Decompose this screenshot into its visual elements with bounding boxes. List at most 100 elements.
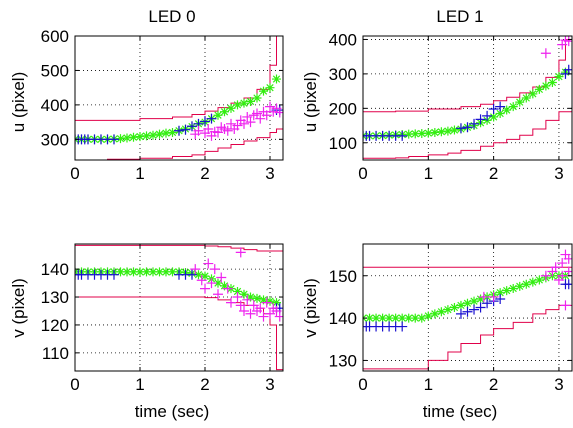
bound-line [363,106,572,159]
y-tick-label: 150 [329,267,357,286]
star-marker [194,270,203,280]
star-marker [122,267,132,277]
star-marker [404,129,414,139]
plus-marker [242,294,253,305]
star-marker [489,112,499,122]
title-led1: LED 1 [436,7,483,26]
plus-marker [397,130,408,141]
star-marker [456,300,466,310]
x-tick-label: 1 [135,164,144,183]
plot-series [75,244,283,371]
star-marker [239,289,249,299]
xlabel-led1: time (sec) [423,402,498,421]
x-tick-label: 1 [424,164,433,183]
star-marker [495,288,505,298]
star-marker [233,100,242,110]
ylabel-led0-v: v (pixel) [9,278,28,338]
plus-marker [462,306,473,317]
plus-marker [478,291,489,302]
star-marker [116,267,125,277]
plus-marker [242,111,253,122]
x-tick-label: 0 [70,375,79,394]
bound-line [75,296,283,371]
plus-marker [482,298,493,309]
plus-marker [560,300,571,311]
xlabel-led0: time (sec) [135,402,210,421]
axes-frame [74,243,284,372]
star-marker [135,267,145,277]
star-marker [417,313,427,323]
y-tick-label: 600 [41,27,69,46]
plus-marker [203,124,214,134]
grid [362,244,572,371]
star-marker [502,286,512,296]
star-marker [168,267,177,277]
plus-marker [187,269,197,280]
x-tick-label: 2 [200,375,209,394]
plot-series [363,36,572,159]
plus-marker [488,104,499,115]
plus-marker [109,269,119,280]
x-tick-label: 2 [200,164,209,183]
plus-marker [200,116,210,127]
star-marker [410,313,420,323]
star-marker [168,127,177,137]
star-marker [508,283,518,293]
star-marker [239,98,249,108]
star-marker [534,84,544,94]
star-marker [213,278,223,288]
star-marker [161,128,171,138]
x-tick-label: 0 [70,164,79,183]
tick-labels: 0 1 2 3 130 140 150 [329,244,572,394]
plus-marker [540,48,551,59]
panel-led0-u: LED 0 u (pixel) 0 1 2 3 300 400 500 600 [9,7,284,183]
y-tick-label: 120 [41,316,69,335]
tick-labels: 0 1 2 3 110 120 130 140 [41,244,283,394]
star-marker [148,130,158,140]
star-marker [541,81,551,91]
tick-labels: 0 1 2 3 100 200 300 400 [329,30,572,183]
star-marker [371,313,381,323]
y-tick-label: 110 [42,344,69,363]
plus-marker [239,118,249,129]
star-marker [476,294,486,304]
y-tick-label: 100 [329,134,357,153]
star-marker [259,295,268,305]
axes-frame [362,243,573,372]
plus-marker [187,121,197,132]
x-tick-label: 0 [358,375,367,394]
plus-marker [255,303,266,314]
plus-marker [216,272,227,283]
plus-marker [245,117,256,128]
plus-marker [261,297,272,308]
plus-marker [235,247,246,258]
star-marker [534,275,544,285]
plus-marker [206,278,217,289]
star-marker [515,97,525,107]
y-tick-label: 140 [329,309,357,328]
star-marker [213,110,223,120]
star-marker [220,107,229,117]
star-marker [443,305,453,315]
plus-marker [200,283,210,294]
plot-series [363,249,572,370]
plus-marker [213,289,223,300]
bound-line [363,36,572,113]
plus-marker [475,302,486,313]
plus-marker [265,101,275,112]
star-marker [272,74,281,84]
plus-marker [109,134,119,145]
x-tick-label: 3 [554,164,563,183]
tick-labels: 0 1 2 3 300 400 500 600 [41,27,283,183]
x-tick-label: 1 [424,375,433,394]
star-marker [430,309,440,319]
plus-marker [274,107,283,118]
star-marker [404,313,414,323]
star-marker [397,313,407,323]
plus-marker [180,124,191,135]
x-tick-label: 3 [265,375,274,394]
star-marker [502,105,512,115]
star-marker [430,127,440,137]
star-marker [233,286,242,296]
